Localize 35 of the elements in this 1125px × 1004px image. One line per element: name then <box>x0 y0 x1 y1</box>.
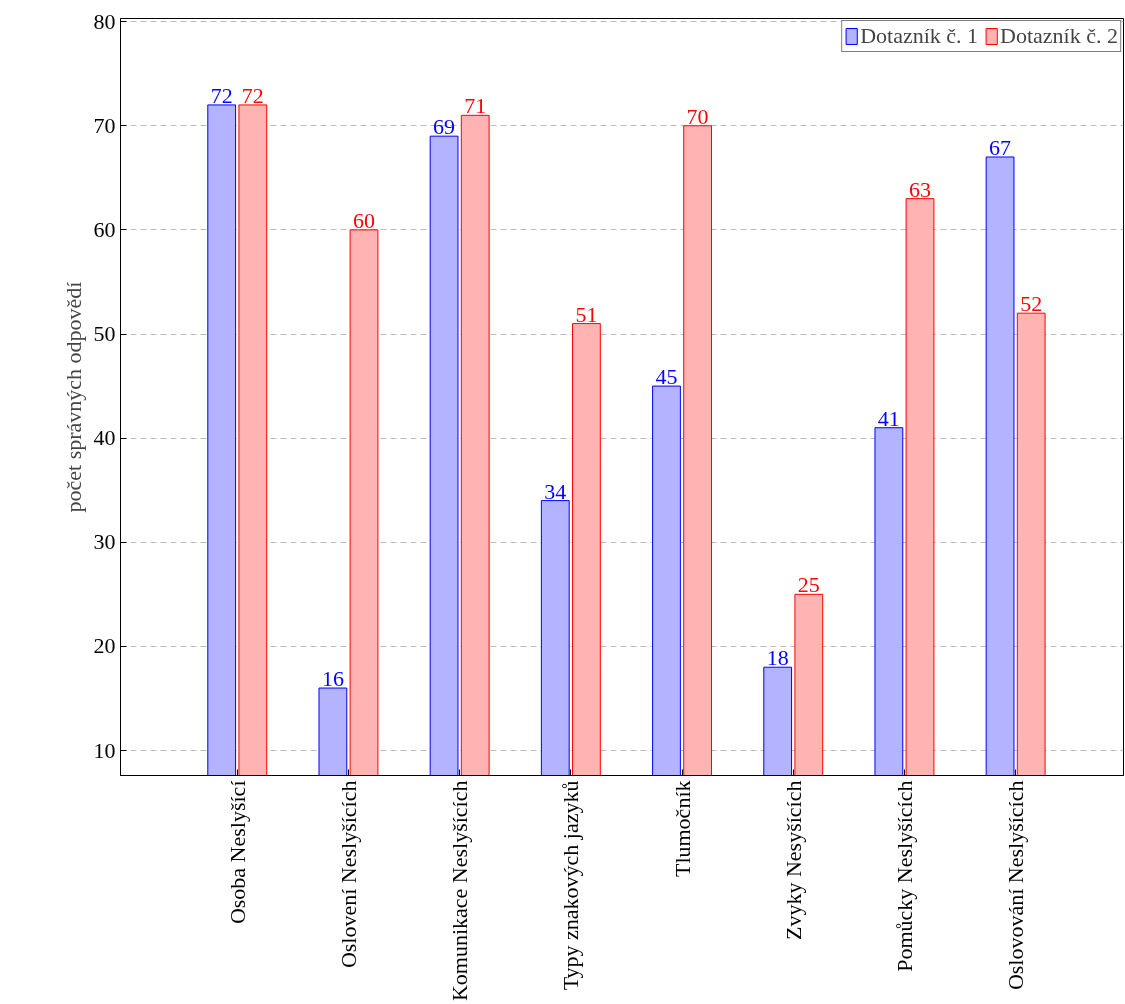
x-tick-label: Zvyky Nesyšících <box>780 780 806 940</box>
y-tick-label: 20 <box>93 633 116 659</box>
x-tick-label: Osoba Neslyšící <box>224 780 250 925</box>
y-tick-label: 30 <box>93 529 116 555</box>
legend-label: Dotazník č. 2 <box>1000 23 1118 49</box>
data-label: 69 <box>433 114 456 140</box>
data-label: 25 <box>797 572 820 598</box>
x-tick-label: Oslovování Neslyšících <box>1003 780 1029 991</box>
y-tick-label: 10 <box>93 737 116 763</box>
data-label: 51 <box>575 301 598 327</box>
legend-label: Dotazník č. 1 <box>860 23 979 49</box>
data-label: 71 <box>464 93 487 119</box>
y-tick-label: 80 <box>93 8 116 34</box>
x-tick-label: Pomůcky Neslyšících <box>891 780 917 972</box>
data-label: 52 <box>1020 291 1043 317</box>
data-label: 67 <box>989 134 1012 160</box>
data-label: 72 <box>241 82 264 108</box>
y-tick-label: 40 <box>93 425 116 451</box>
data-label: 45 <box>655 364 678 390</box>
y-tick-label: 50 <box>93 321 116 346</box>
x-tick-label: Oslovení Neslyšících <box>335 780 361 969</box>
data-label: 63 <box>909 176 932 202</box>
data-label: 34 <box>544 478 567 504</box>
x-tick-label: Tlumočník <box>669 780 695 878</box>
data-label: 41 <box>877 405 900 431</box>
y-tick-label: 60 <box>93 216 116 242</box>
x-tick-label: Typy znakových jazyků <box>558 780 584 991</box>
data-label: 16 <box>321 666 344 692</box>
y-tick-label: 70 <box>93 112 116 138</box>
data-label: 60 <box>353 207 376 233</box>
data-label: 72 <box>210 82 233 108</box>
y-axis-title: počet správných odpovědí <box>60 281 86 513</box>
x-tick-label: Komunikace Neslyšících <box>447 780 473 1002</box>
data-label: 18 <box>766 645 789 671</box>
data-label: 70 <box>686 103 709 129</box>
